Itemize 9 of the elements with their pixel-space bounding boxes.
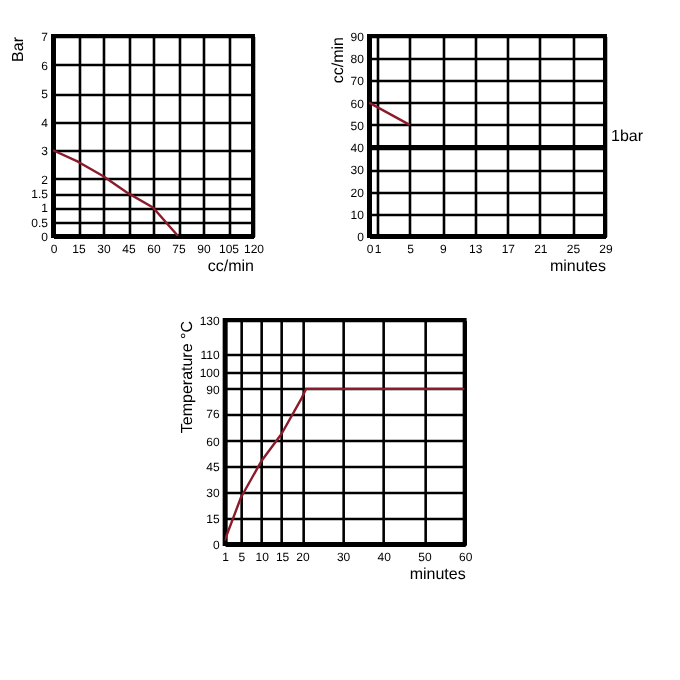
x-axis-title: minutes <box>549 257 606 275</box>
y-axis-title: cc/min <box>328 37 347 84</box>
x-axis-title: cc/min <box>207 257 254 275</box>
ref-line-label: 1bar <box>610 127 644 146</box>
x-axis-title: minutes <box>409 565 466 583</box>
line-series <box>224 387 465 542</box>
y-axis-title: Bar <box>9 36 28 62</box>
line-series <box>52 149 180 236</box>
y-axis-title: Temperature °C <box>177 320 196 434</box>
